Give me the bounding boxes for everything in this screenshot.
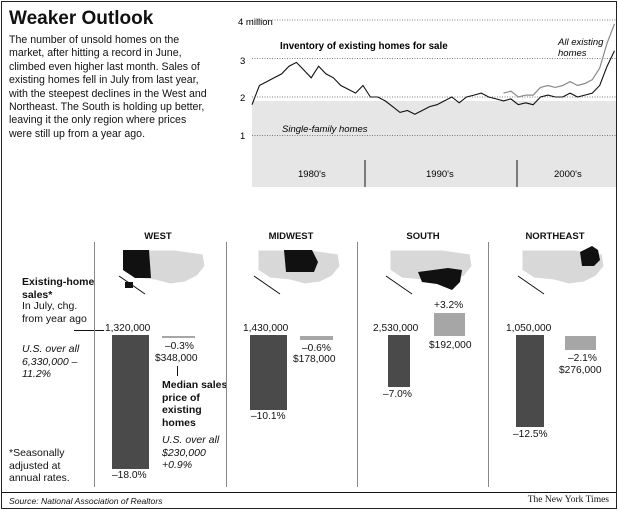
price-leader-line (177, 366, 178, 376)
intro-text: The number of unsold homes on the market… (9, 34, 207, 140)
price-heading: Median sales price of existing homes (162, 379, 228, 429)
midwest-sales-change: –10.1% (251, 411, 286, 422)
divider-west (94, 242, 95, 487)
region-title-west: WEST (144, 231, 172, 242)
us-price-overall: U.S. over all $230,000 +0.9% (162, 434, 220, 471)
south-price-value: $192,000 (429, 340, 472, 351)
south-sales-value: 2,530,000 (373, 323, 419, 334)
west-price-value: $348,000 (155, 353, 198, 364)
south-price-change: +3.2% (434, 300, 464, 311)
tick-label-4-million: 4 million (238, 17, 273, 28)
single-family-label: Single-family homes (282, 124, 368, 135)
all-homes-line (503, 23, 616, 98)
northeast-sales-bar (516, 335, 544, 427)
midwest-sales-bar (250, 335, 287, 410)
sales-subheading: In July, chg. from year ago (22, 300, 87, 325)
seasonal-footnote: *Seasonally adjusted at annual rates. (9, 447, 70, 484)
west-sales-bar (112, 335, 149, 469)
all-homes-label: All existing homes (557, 37, 606, 59)
decade-label-2000s: 2000's (554, 169, 582, 180)
chart-title: Inventory of existing homes for sale (280, 41, 448, 52)
west-price-bar (162, 336, 195, 338)
all-homes-label-line2: homes (558, 48, 587, 59)
source-note: Source: National Association of Realtors (9, 496, 163, 506)
northeast-price-value: $276,000 (559, 365, 602, 376)
single-family-line (251, 50, 615, 115)
south-map (385, 249, 473, 295)
inventory-chart: 4 million 3 2 1 Inventory of existing ho… (238, 17, 616, 187)
west-sales-value: 1,320,000 (105, 323, 151, 334)
midwest-map (253, 249, 341, 295)
decade-label-1990s: 1990's (426, 169, 454, 180)
south-price-bar (434, 313, 465, 336)
midwest-price-bar (300, 336, 333, 340)
west-sales-change: –18.0% (112, 470, 147, 481)
tick-label-1: 1 (240, 131, 245, 142)
region-title-midwest: MIDWEST (268, 231, 314, 242)
northeast-sales-change: –12.5% (513, 429, 548, 440)
south-sales-bar (388, 335, 410, 387)
inventory-lines (251, 23, 616, 115)
sales-leader-line (74, 330, 104, 331)
midwest-price-value: $178,000 (293, 354, 336, 365)
tick-label-2: 2 (240, 93, 245, 104)
west-map (118, 249, 206, 295)
divider-midwest (226, 242, 227, 487)
northeast-sales-value: 1,050,000 (506, 323, 552, 334)
divider-south (357, 242, 358, 487)
west-price-change: –0.3% (165, 341, 194, 352)
tick-label-3: 3 (240, 56, 245, 67)
all-homes-label-line1: All existing (557, 37, 604, 48)
midwest-sales-value: 1,430,000 (243, 323, 289, 334)
sales-heading: Existing-home sales* (22, 276, 95, 301)
south-sales-change: –7.0% (383, 389, 412, 400)
decade-band (252, 160, 616, 187)
midwest-price-change: –0.6% (302, 343, 331, 354)
us-sales-overall: U.S. over all 6,330,000 –11.2% (22, 343, 80, 380)
nyt-credit: The New York Times (527, 495, 609, 505)
northeast-price-bar (565, 336, 596, 350)
footer-rule (2, 492, 616, 493)
northeast-price-change: –2.1% (568, 353, 597, 364)
northeast-map (517, 246, 605, 295)
decade-label-1980s: 1980's (298, 169, 326, 180)
divider-northeast (488, 242, 489, 487)
region-title-northeast: NORTHEAST (525, 231, 585, 242)
region-title-south: SOUTH (406, 231, 440, 242)
page-title: Weaker Outlook (9, 8, 154, 29)
